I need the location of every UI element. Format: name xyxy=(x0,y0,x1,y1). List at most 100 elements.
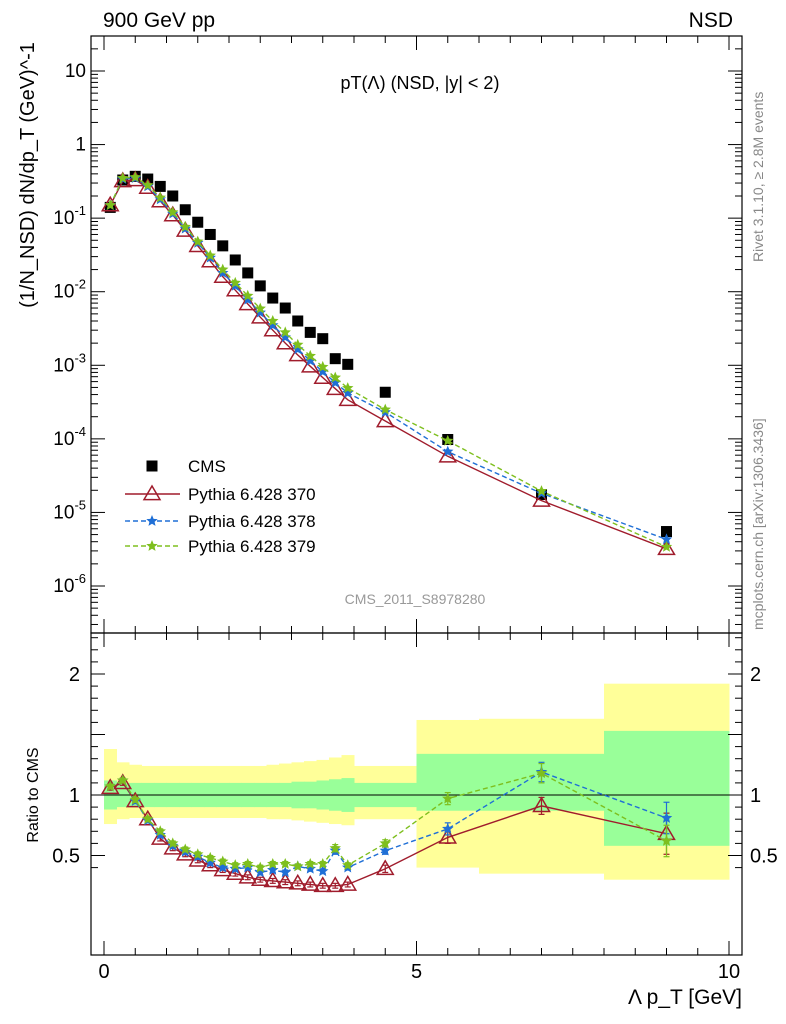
data-point xyxy=(192,235,204,247)
header-right-label: NSD xyxy=(689,9,733,32)
data-point xyxy=(225,280,245,297)
data-point xyxy=(317,365,329,377)
data-point xyxy=(442,445,454,457)
data-point xyxy=(104,199,116,211)
data-point xyxy=(200,855,220,872)
data-point xyxy=(113,171,133,188)
y-tick-label: 10 xyxy=(65,61,86,82)
data-point xyxy=(204,856,216,868)
data-point xyxy=(317,360,329,372)
data-point xyxy=(254,866,266,878)
ratio-y-tick-label-right: 2 xyxy=(750,664,761,686)
data-point xyxy=(254,280,266,292)
data-point xyxy=(179,204,191,216)
main-panel: 10-6 10-5 10-4 10-3 10-2 10-1 1 10 xyxy=(53,35,743,634)
data-point xyxy=(660,811,673,823)
data-point xyxy=(535,767,548,779)
data-point xyxy=(279,857,291,869)
data-point xyxy=(279,302,291,314)
data-point xyxy=(204,249,216,261)
data-point xyxy=(442,434,454,446)
data-point xyxy=(192,216,204,228)
data-point xyxy=(329,371,341,383)
data-point xyxy=(379,386,391,398)
data-point xyxy=(117,172,129,183)
data-point xyxy=(213,267,233,284)
ratio-frame xyxy=(90,632,743,956)
data-point xyxy=(242,293,254,305)
data-point xyxy=(217,263,229,275)
data-point xyxy=(279,331,291,343)
data-point xyxy=(338,875,358,891)
data-point xyxy=(438,446,458,463)
data-point xyxy=(342,387,354,398)
data-point xyxy=(342,358,354,370)
legend-entry: Pythia 6.428 370 xyxy=(125,484,316,504)
data-point xyxy=(313,876,333,893)
data-point xyxy=(532,796,551,813)
data-point xyxy=(329,353,341,365)
data-point xyxy=(535,485,548,496)
data-point xyxy=(217,240,229,252)
data-point xyxy=(225,864,245,880)
data-point xyxy=(292,315,304,327)
legend-label: Pythia 6.428 378 xyxy=(188,512,316,531)
legend-entry: Pythia 6.428 378 xyxy=(125,512,316,531)
data-point xyxy=(317,865,329,877)
ratio-y-tick-label-right: 1 xyxy=(750,785,761,807)
data-point xyxy=(438,827,458,844)
y-tick-label: 10-1 xyxy=(53,203,86,229)
data-point xyxy=(138,178,158,194)
data-point xyxy=(229,859,241,871)
data-point xyxy=(304,354,316,366)
header-left-label: 900 GeV pp xyxy=(103,9,215,32)
x-tick-label: 0 xyxy=(98,961,109,983)
ratio-y-tick-label-right: 0.5 xyxy=(750,846,778,868)
data-point xyxy=(117,774,129,786)
data-point xyxy=(213,860,233,877)
data-point xyxy=(442,822,454,834)
data-point xyxy=(379,403,391,415)
data-point xyxy=(329,376,341,388)
data-point xyxy=(375,411,395,428)
series-line xyxy=(109,177,667,541)
data-point xyxy=(325,379,345,396)
x-tick-label: 10 xyxy=(718,961,740,983)
data-point xyxy=(250,870,270,887)
data-point xyxy=(267,314,279,326)
legend-label: Pythia 6.428 379 xyxy=(188,537,316,556)
data-point xyxy=(217,266,229,278)
data-point xyxy=(660,533,673,545)
main-y-axis-label: (1/N_NSD) dN/dp_T (GeV)^-1 xyxy=(17,42,39,308)
data-point xyxy=(100,778,120,795)
data-point xyxy=(325,876,345,893)
data-point xyxy=(142,179,154,191)
data-point xyxy=(660,834,673,846)
main-y-tick-labels: 10-6 10-5 10-4 10-3 10-2 10-1 1 10 xyxy=(53,61,86,597)
data-point xyxy=(167,206,179,218)
data-point xyxy=(142,813,154,825)
y-tick-label: 10-6 xyxy=(53,571,86,597)
data-point xyxy=(175,220,195,237)
data-point xyxy=(532,491,551,507)
legend-entry: CMS xyxy=(146,457,226,476)
data-point xyxy=(217,861,229,873)
data-point xyxy=(129,171,141,183)
data-point xyxy=(167,837,179,849)
data-point xyxy=(442,792,454,804)
data-point xyxy=(379,844,391,856)
data-point xyxy=(304,862,316,874)
data-point xyxy=(329,842,341,854)
data-point xyxy=(267,857,279,869)
data-point xyxy=(338,390,358,407)
data-point xyxy=(263,871,283,888)
data-point xyxy=(217,855,229,867)
data-point xyxy=(188,236,208,253)
ratio-panel: 0.5 0.5 1 1 2 2 0 5 10 xyxy=(52,632,778,983)
rivet-version-label: Rivet 3.1.10, ≥ 2.8M events xyxy=(750,92,766,262)
data-point xyxy=(279,326,291,338)
data-point xyxy=(179,220,191,232)
data-point xyxy=(146,460,158,472)
y-tick-label: 10-5 xyxy=(53,497,86,523)
